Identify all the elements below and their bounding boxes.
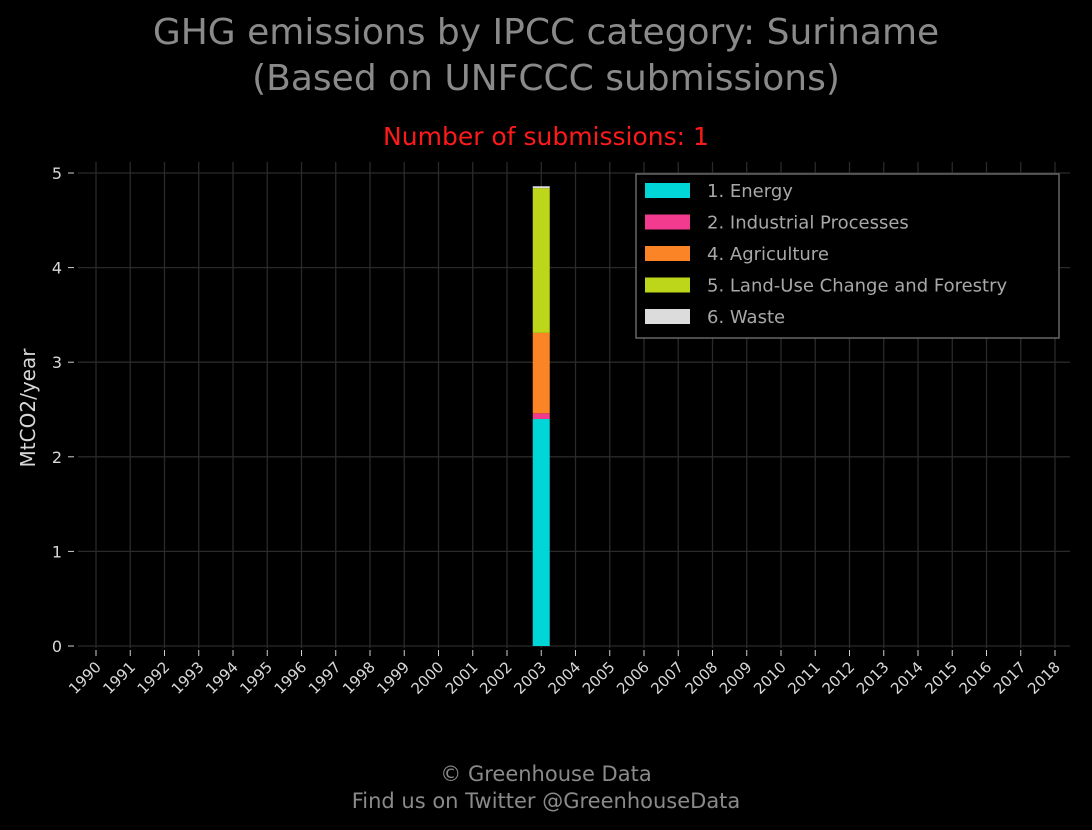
x-tick-label: 2008: [682, 658, 722, 698]
x-tick-label: 1991: [99, 658, 139, 698]
y-tick-label: 1: [52, 542, 62, 561]
x-tick-label: 2009: [716, 658, 756, 698]
x-tick-label: 2015: [921, 658, 961, 698]
bar-segment: [532, 418, 550, 646]
x-tick-label: 2018: [1024, 658, 1064, 698]
legend-label: 1. Energy: [707, 181, 793, 202]
bar-segment: [532, 413, 550, 419]
x-tick-label: 2006: [613, 658, 653, 698]
legend-swatch: [645, 246, 690, 261]
bars: [532, 186, 550, 646]
chart-title: GHG emissions by IPCC category: Suriname: [152, 12, 940, 53]
y-tick-label: 2: [52, 448, 62, 467]
y-axis: 0 1 2 3 4 5: [52, 164, 74, 656]
x-tick-label: 2002: [476, 658, 516, 698]
x-tick-label: 1999: [373, 658, 413, 698]
x-tick-label: 2017: [990, 658, 1030, 698]
x-tick-label: 1996: [271, 658, 311, 698]
legend: 1. Energy 2. Industrial Processes 4. Agric…: [635, 173, 1060, 339]
legend-label: 6. Waste: [707, 307, 785, 328]
legend-swatch: [645, 183, 690, 198]
x-tick-label: 2005: [579, 658, 619, 698]
y-tick-label: 0: [52, 637, 62, 656]
x-tick-label: 2000: [408, 658, 448, 698]
y-tick-label: 3: [52, 353, 62, 372]
footer-twitter: Find us on Twitter @GreenhouseData: [351, 789, 741, 813]
bar-segment: [532, 332, 550, 414]
legend-box: [635, 173, 1060, 339]
x-tick-label: 2016: [956, 658, 996, 698]
x-tick-label: 1992: [134, 658, 174, 698]
legend-label: 5. Land-Use Change and Forestry: [707, 276, 1007, 297]
x-tick-label: 1990: [65, 658, 105, 698]
x-tick-label: 1997: [305, 658, 345, 698]
x-tick-label: 1995: [236, 658, 276, 698]
chart-title-line-2: (Based on UNFCCC submissions): [252, 58, 840, 99]
legend-label: 2. Industrial Processes: [707, 213, 909, 234]
x-tick-label: 2010: [750, 658, 790, 698]
x-tick-label: 2012: [819, 658, 859, 698]
y-tick-label: 5: [52, 164, 62, 183]
x-tick-label: 2007: [647, 658, 687, 698]
legend-swatch: [645, 277, 690, 293]
x-tick-label: 2014: [887, 658, 927, 698]
x-tick-label: 1993: [168, 658, 208, 698]
bar-segment: [532, 188, 550, 333]
y-tick-label: 4: [52, 259, 62, 278]
legend-swatch: [645, 309, 690, 324]
x-tick-label: 2004: [545, 658, 585, 698]
x-tick-label: 1998: [339, 658, 379, 698]
x-tick-label: 2013: [853, 658, 893, 698]
legend-label: 4. Agriculture: [707, 244, 829, 265]
x-tick-label: 1994: [202, 658, 242, 698]
x-axis: 1990199119921993199419951996199719981999…: [65, 650, 1064, 698]
bar-segment: [532, 186, 550, 189]
x-tick-label: 2003: [510, 658, 550, 698]
x-tick-label: 2011: [784, 658, 824, 698]
legend-swatch: [645, 214, 690, 230]
chart-subtitle: Number of submissions: 1: [383, 122, 709, 151]
x-tick-label: 2001: [442, 658, 482, 698]
footer-credit: © Greenhouse Data: [440, 762, 652, 786]
